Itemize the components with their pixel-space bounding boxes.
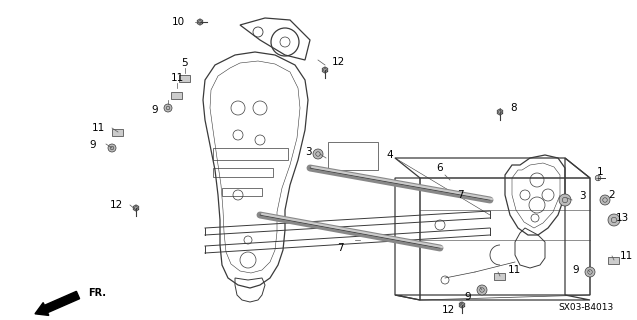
Text: 1: 1	[597, 167, 603, 177]
Text: SX03-B4013: SX03-B4013	[559, 303, 613, 313]
Text: 6: 6	[437, 163, 443, 173]
Polygon shape	[459, 302, 464, 308]
Text: 12: 12	[441, 305, 455, 315]
Text: 9: 9	[573, 265, 579, 275]
Text: 9: 9	[90, 140, 96, 150]
Polygon shape	[133, 205, 139, 211]
Text: 8: 8	[511, 103, 517, 113]
Text: 7: 7	[457, 190, 463, 200]
Text: FR.: FR.	[88, 288, 106, 298]
Text: 11: 11	[619, 251, 633, 261]
Polygon shape	[322, 67, 327, 73]
Circle shape	[608, 214, 620, 226]
FancyArrow shape	[35, 291, 80, 316]
Circle shape	[559, 194, 571, 206]
Text: 13: 13	[615, 213, 629, 223]
Circle shape	[108, 144, 116, 152]
Circle shape	[313, 149, 323, 159]
Circle shape	[585, 267, 595, 277]
Text: 4: 4	[387, 150, 393, 160]
Text: 12: 12	[331, 57, 345, 67]
Text: 9: 9	[152, 105, 159, 115]
Polygon shape	[497, 109, 503, 115]
Circle shape	[164, 104, 172, 112]
Circle shape	[600, 195, 610, 205]
Text: 10: 10	[171, 17, 185, 27]
Text: 5: 5	[182, 58, 189, 68]
Text: 9: 9	[464, 292, 471, 302]
Bar	[213, 168, 273, 177]
Text: 7: 7	[337, 243, 343, 253]
Text: 2: 2	[609, 190, 615, 200]
Text: 11: 11	[508, 265, 520, 275]
Bar	[494, 273, 506, 279]
Bar	[171, 92, 182, 99]
Circle shape	[477, 285, 487, 295]
Bar	[222, 188, 262, 196]
Text: 3: 3	[578, 191, 585, 201]
Text: 12: 12	[110, 200, 123, 210]
Text: 11: 11	[170, 73, 183, 83]
Circle shape	[595, 175, 601, 181]
Bar	[180, 75, 190, 82]
Bar	[328, 142, 378, 170]
Bar	[213, 148, 288, 160]
Bar	[113, 129, 124, 135]
Polygon shape	[197, 19, 203, 25]
Bar	[608, 257, 620, 263]
Text: 11: 11	[91, 123, 104, 133]
Text: 3: 3	[304, 147, 311, 157]
